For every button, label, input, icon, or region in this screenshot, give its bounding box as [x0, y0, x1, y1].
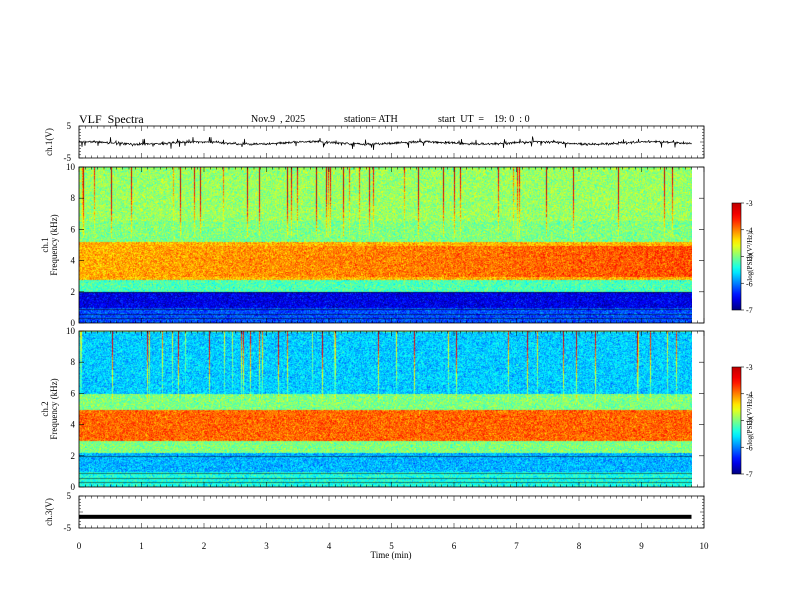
colorbar-tick-label: -6: [746, 279, 753, 288]
x-axis-label: Time (min): [371, 550, 412, 560]
colorbar-tick-label: -3: [746, 363, 753, 372]
colorbar-tick-label: -4: [746, 226, 753, 235]
y-axis-label: Frequency (kHz): [49, 214, 59, 275]
y-tick-label: 10: [66, 326, 76, 336]
y-tick-label: 0: [71, 318, 76, 328]
colorbar-tick-label: -4: [746, 390, 753, 399]
y-tick-label: 10: [66, 162, 76, 172]
y-tick-label: 6: [71, 388, 76, 398]
colorbar-label: log(PSD)(V²/Hz): [746, 396, 754, 445]
y-axis-label: ch.2: [40, 401, 50, 416]
y-tick-label: 4: [71, 420, 76, 430]
y-tick-label: 6: [71, 224, 76, 234]
y-tick-label: 4: [71, 256, 76, 266]
y-tick-label: -5: [64, 153, 72, 163]
x-tick-label: 1: [139, 541, 144, 551]
colorbar-tick-label: -6: [746, 443, 753, 452]
ch3-waveform-line: [79, 514, 692, 519]
colorbar-tick-label: -5: [746, 417, 753, 426]
x-tick-label: 9: [639, 541, 644, 551]
colorbar-2: [731, 366, 742, 475]
ch1-spectrogram-image: [79, 167, 692, 323]
colorbar-tick-label: -7: [746, 306, 753, 315]
colorbar-tick-label: -5: [746, 253, 753, 262]
y-tick-label: 8: [71, 193, 76, 203]
chart-title: VLF Spectra: [79, 112, 144, 126]
ch2-spectrogram-image: [79, 331, 692, 487]
x-tick-label: 10: [700, 541, 710, 551]
colorbar-tick-label: -3: [746, 199, 753, 208]
y-axis-label: Frequency (kHz): [49, 378, 59, 439]
x-tick-label: 8: [577, 541, 582, 551]
y-axis-label: ch.3(V): [44, 498, 54, 526]
station-label: station= ATH: [344, 114, 398, 125]
date-label: Nov.9 , 2025: [251, 114, 306, 125]
y-tick-label: 5: [67, 121, 72, 131]
colorbar-1: [731, 202, 742, 311]
x-tick-label: 2: [202, 541, 207, 551]
ch1-waveform-line: [78, 136, 692, 151]
x-tick-label: 3: [264, 541, 269, 551]
start-time-label: start UT = 19: 0 : 0: [438, 114, 530, 125]
y-tick-label: 8: [71, 357, 76, 367]
x-tick-label: 0: [77, 541, 82, 551]
x-tick-label: 6: [452, 541, 457, 551]
y-tick-label: 0: [71, 482, 76, 492]
colorbar-tick-label: -7: [746, 470, 753, 479]
colorbar-label: log(PSD)(V²/Hz): [746, 232, 754, 281]
y-tick-label: 2: [71, 451, 76, 461]
y-tick-label: -5: [64, 523, 72, 533]
y-axis-label: ch.1(V): [44, 128, 54, 156]
y-tick-label: 2: [71, 287, 76, 297]
y-tick-label: 5: [67, 491, 72, 501]
x-tick-label: 5: [389, 541, 394, 551]
x-tick-label: 7: [514, 541, 519, 551]
y-axis-label: ch.1: [40, 237, 50, 252]
x-tick-label: 4: [327, 541, 332, 551]
